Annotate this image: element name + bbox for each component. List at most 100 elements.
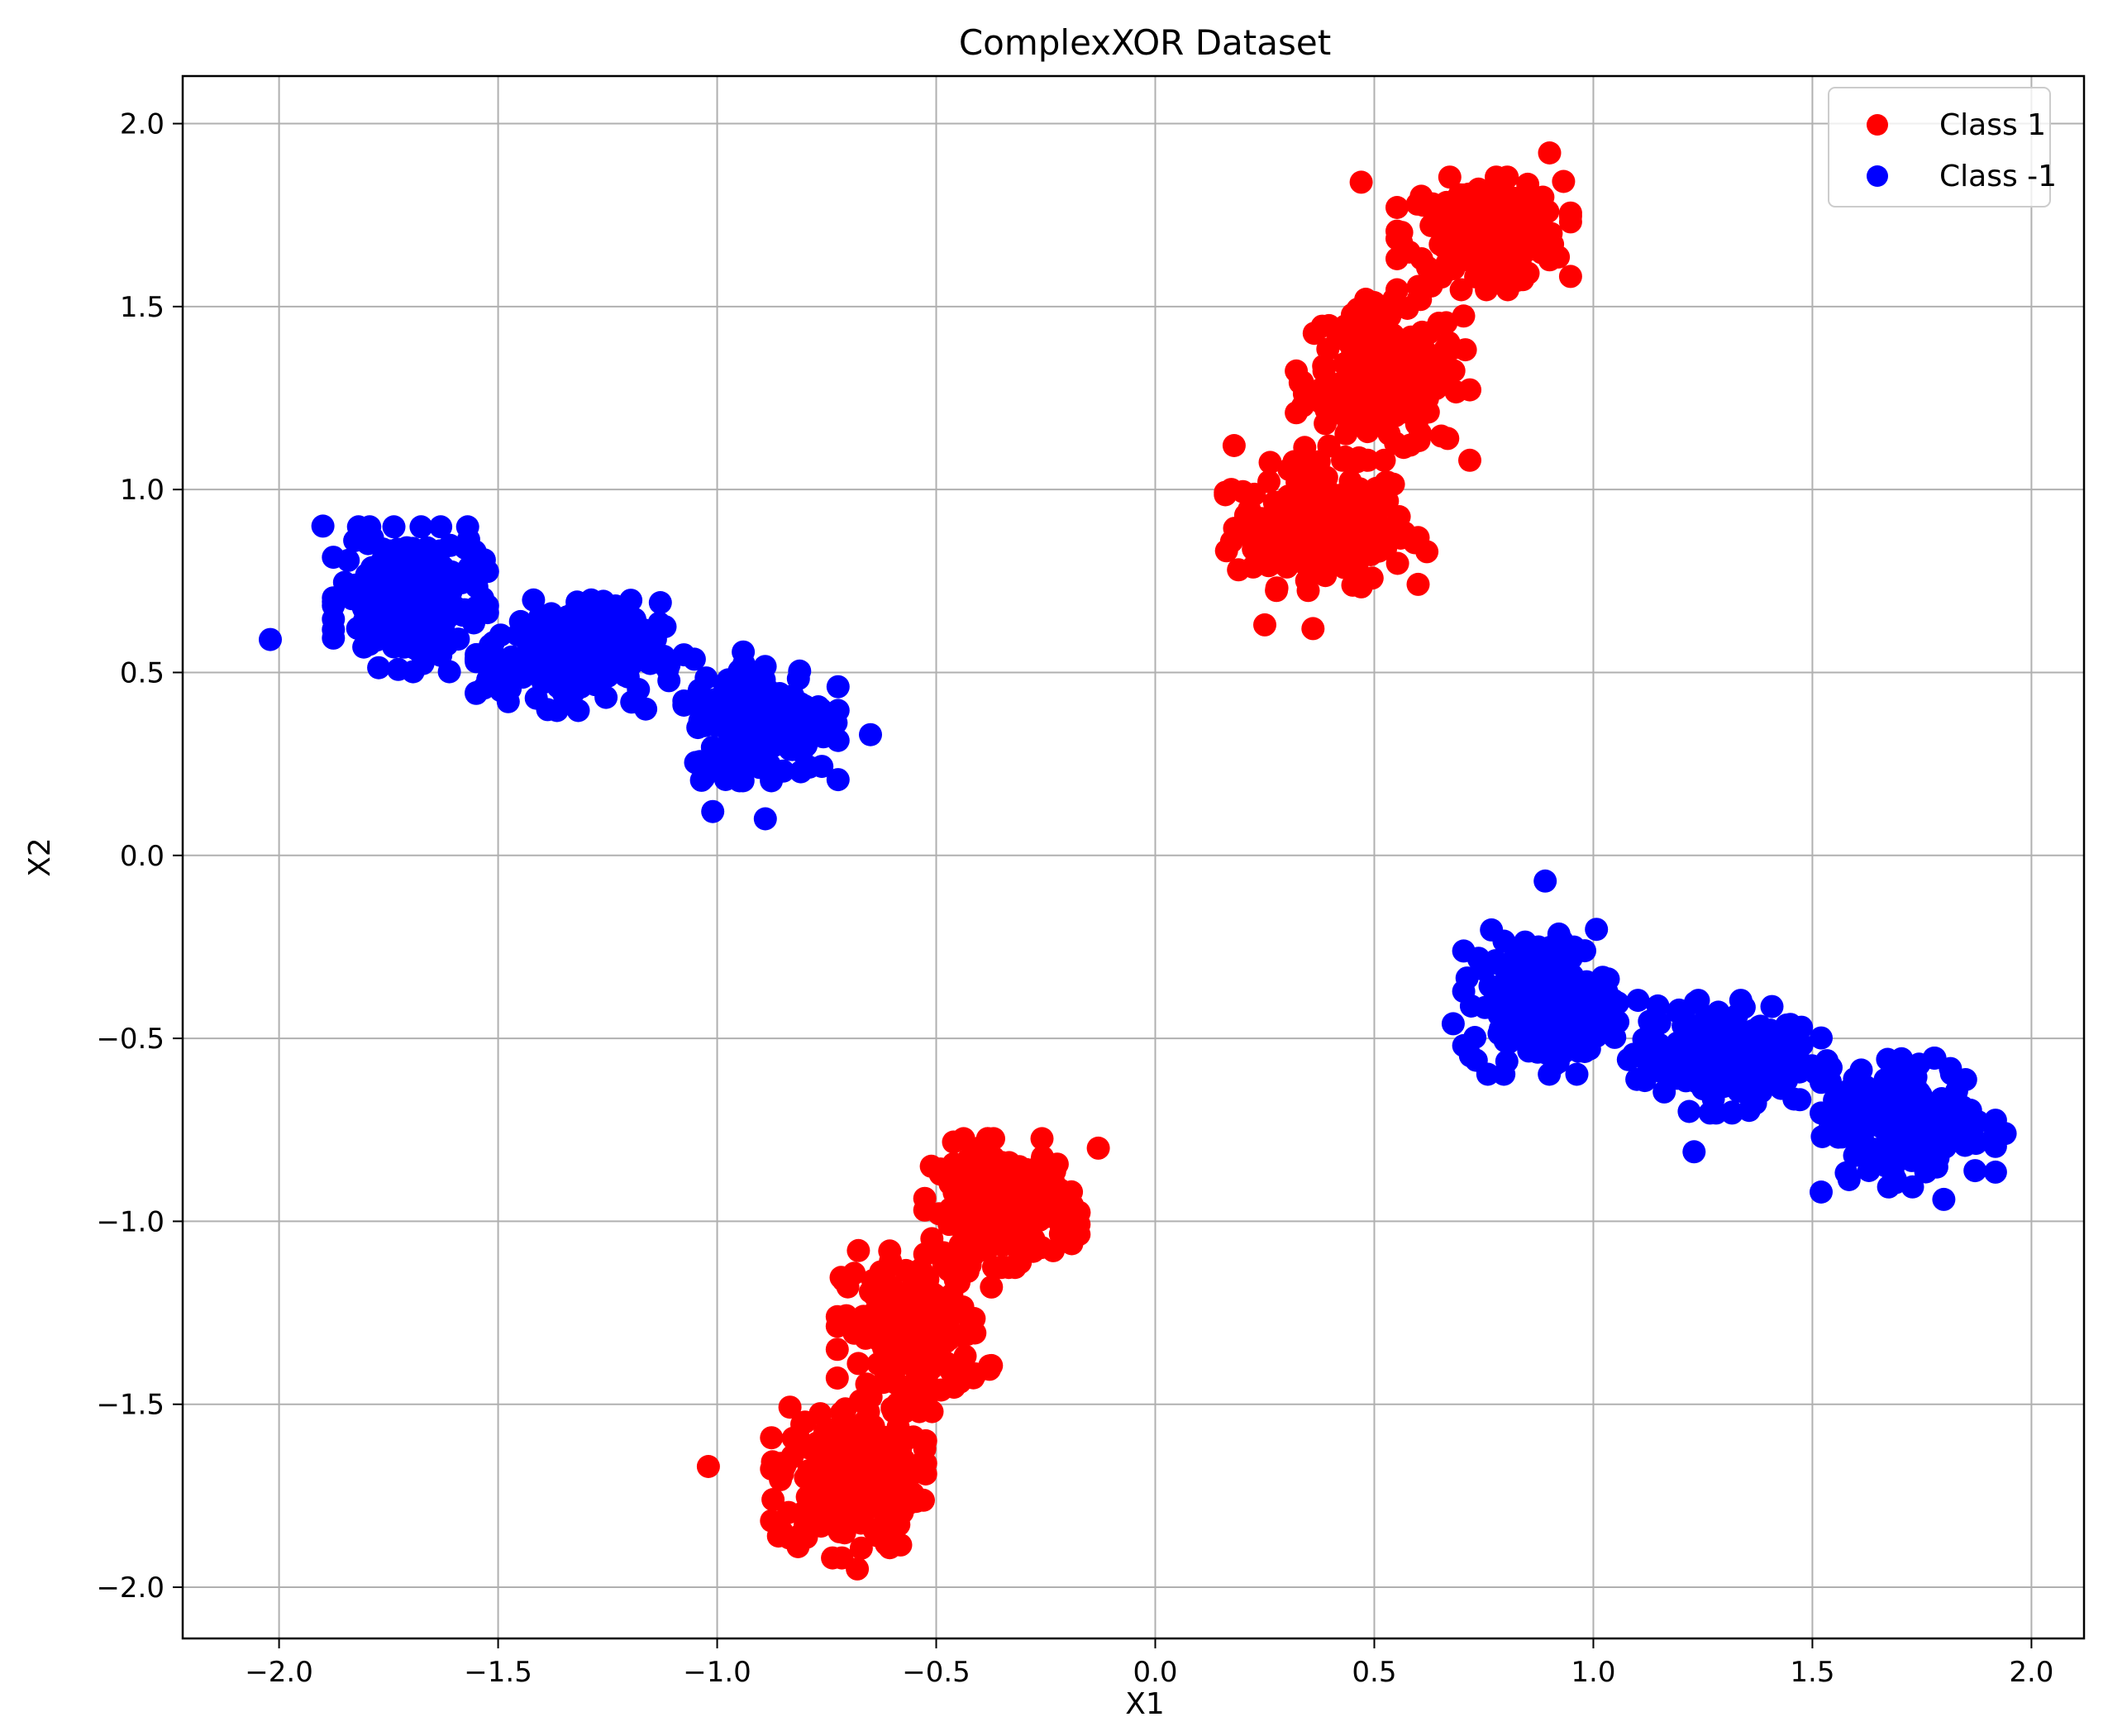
data-point (1788, 1031, 1812, 1055)
data-point (980, 1275, 1004, 1299)
x-tick-label: −2.0 (245, 1656, 313, 1689)
data-point (1492, 1014, 1516, 1038)
data-point (1258, 451, 1282, 475)
data-point (1558, 210, 1582, 234)
data-point (957, 1195, 981, 1219)
data-point (1427, 312, 1451, 335)
data-point (1438, 165, 1462, 189)
x-tick-label: 2.0 (2009, 1656, 2053, 1689)
data-point (1493, 244, 1517, 268)
data-point (336, 548, 360, 572)
data-point (760, 1426, 784, 1450)
data-point (545, 699, 569, 723)
data-point (1429, 424, 1453, 448)
data-point (1406, 572, 1430, 596)
data-point (1317, 313, 1341, 337)
data-point (825, 1338, 849, 1362)
data-point (378, 539, 402, 563)
y-tick-label: −2.0 (96, 1571, 165, 1605)
data-point (700, 736, 724, 759)
data-point (778, 1395, 802, 1419)
data-point (1324, 388, 1347, 411)
data-point (1638, 1009, 1662, 1033)
data-point (810, 755, 834, 779)
data-point (1385, 551, 1409, 575)
data-point (876, 1497, 900, 1521)
data-point (672, 694, 696, 717)
data-point (1666, 1031, 1690, 1055)
data-point (1963, 1159, 1987, 1183)
data-point (1323, 491, 1347, 515)
data-point (1782, 1087, 1806, 1111)
data-point (780, 1444, 804, 1468)
data-point (1875, 1094, 1898, 1118)
data-point (953, 1344, 977, 1368)
data-point (1677, 1099, 1701, 1123)
data-point (1637, 1054, 1661, 1077)
data-point (615, 618, 638, 641)
data-point (1862, 1137, 1886, 1161)
data-point (446, 570, 470, 594)
data-point (795, 1485, 819, 1509)
data-point (1003, 1256, 1027, 1280)
y-tick-label: 1.0 (120, 474, 165, 507)
data-point (771, 759, 795, 783)
data-point (1577, 1037, 1601, 1061)
data-point (826, 728, 850, 752)
data-point (734, 746, 758, 770)
data-point (1406, 380, 1430, 404)
data-point (1519, 1027, 1543, 1051)
data-point (1547, 922, 1571, 946)
x-tick-label: 1.0 (1571, 1656, 1615, 1689)
data-point (1372, 448, 1396, 472)
data-point (729, 719, 753, 743)
data-point (1500, 268, 1524, 292)
data-point (1356, 448, 1380, 472)
data-point (813, 1420, 837, 1444)
data-point (1565, 1062, 1589, 1086)
data-point (594, 685, 618, 709)
data-point (1683, 990, 1707, 1014)
data-point (1214, 480, 1238, 504)
data-point (1760, 994, 1784, 1018)
data-point (1778, 1013, 1802, 1037)
data-point (620, 690, 644, 714)
data-point (1243, 537, 1267, 561)
data-point (737, 664, 761, 687)
data-point (839, 1477, 863, 1501)
data-point (1334, 405, 1357, 429)
data-point (794, 1466, 818, 1490)
data-point (1415, 540, 1439, 564)
data-point (1900, 1175, 1924, 1199)
data-point (1293, 436, 1317, 460)
data-point (1514, 1004, 1537, 1028)
data-point (913, 1428, 937, 1452)
data-point (913, 1452, 937, 1476)
data-point (1017, 1213, 1041, 1237)
data-point (648, 591, 672, 614)
data-point (1748, 1074, 1772, 1098)
data-point (1537, 1023, 1561, 1047)
x-tick-label: −0.5 (902, 1656, 971, 1689)
data-point (1265, 579, 1289, 603)
data-point (1385, 196, 1409, 219)
data-point (982, 1233, 1006, 1257)
data-point (871, 1371, 895, 1395)
data-point (942, 1376, 966, 1400)
x-tick-label: −1.0 (683, 1656, 751, 1689)
y-tick-label: 0.5 (120, 656, 165, 689)
data-point (769, 1467, 793, 1491)
data-point (789, 692, 813, 716)
data-point (1950, 1095, 1974, 1118)
data-point (1288, 370, 1312, 394)
data-point (1585, 918, 1609, 942)
data-point (915, 1393, 938, 1417)
data-point (1939, 1056, 1962, 1080)
data-point (1616, 1047, 1640, 1071)
data-point (396, 554, 420, 578)
data-point (716, 668, 740, 692)
data-point (1067, 1201, 1091, 1225)
data-point (1536, 199, 1560, 223)
data-point (409, 515, 433, 539)
data-point (1458, 1044, 1482, 1068)
